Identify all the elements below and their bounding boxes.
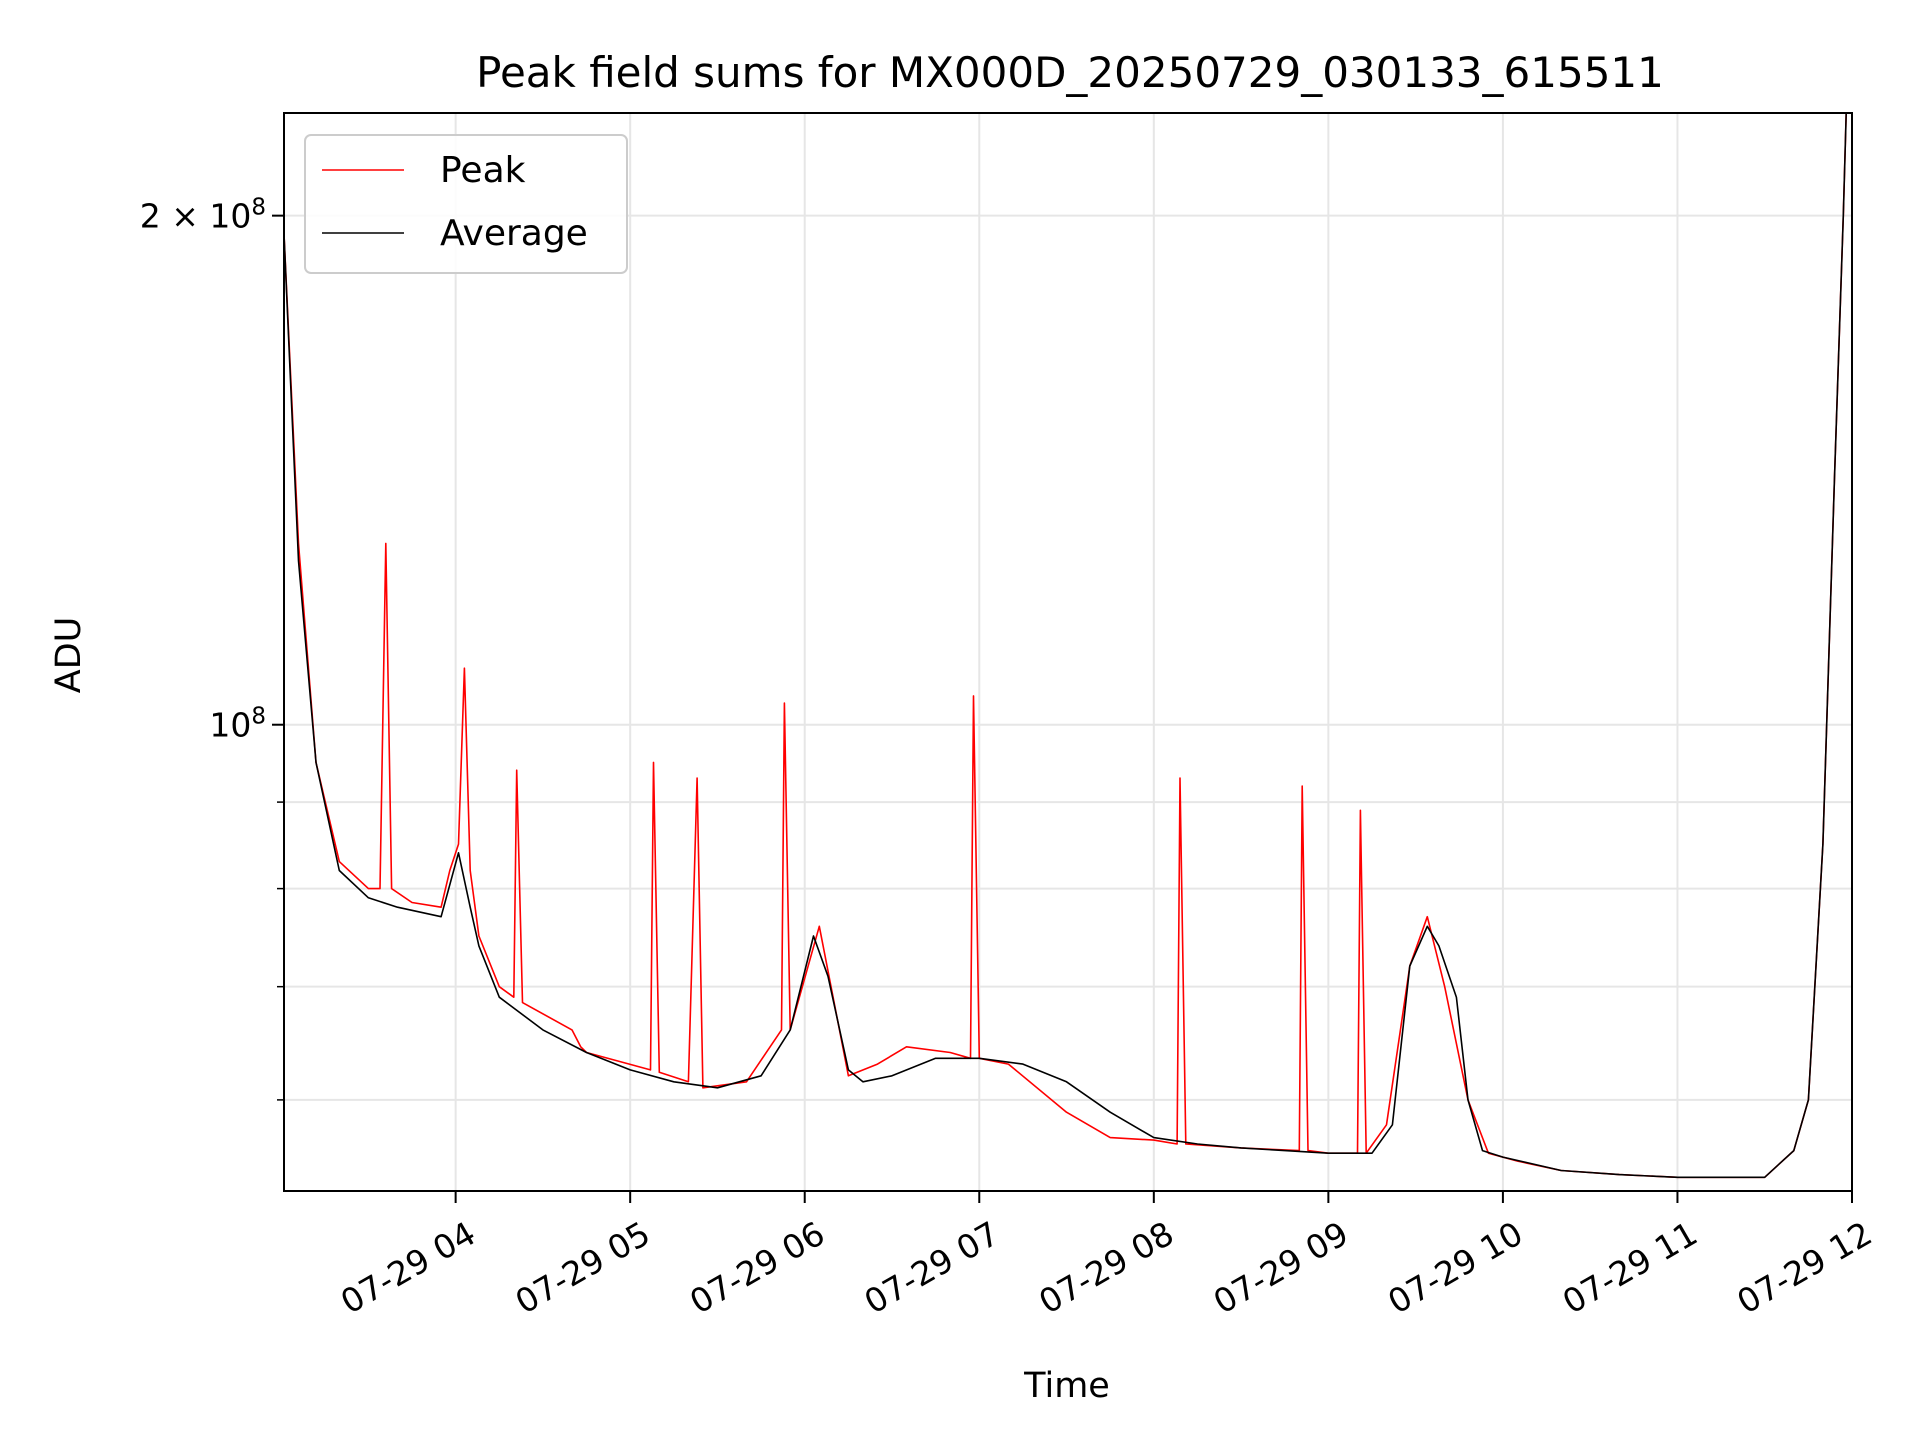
- y-axis-label: ADU: [49, 617, 89, 694]
- y-tick-label: 108: [209, 704, 266, 745]
- y-axis: 108 2 × 108: [140, 195, 284, 1101]
- y-tick-label: 2 × 108: [140, 195, 266, 236]
- axes-frame: [283, 112, 1853, 1192]
- legend: Peak Average: [304, 134, 628, 274]
- series-line-average: [284, 113, 1847, 1179]
- x-axis-label: Time: [1023, 1366, 1110, 1406]
- legend-label-average: Average: [440, 213, 588, 254]
- plot-area: [284, 113, 1847, 1179]
- legend-label-peak: Peak: [440, 150, 526, 191]
- chart-title: Peak field sums for MX000D_20250729_0301…: [476, 48, 1664, 97]
